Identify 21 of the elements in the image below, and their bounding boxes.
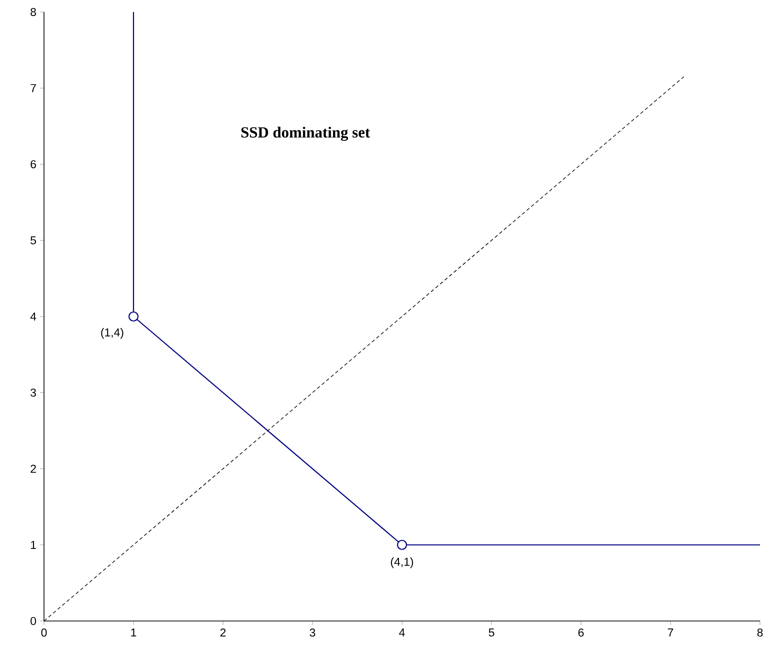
y-tick-label: 5 — [30, 236, 36, 244]
y-tick-label: 8 — [30, 8, 36, 16]
x-tick-label: 3 — [310, 628, 316, 637]
x-tick-label: 5 — [488, 628, 494, 637]
x-tick-label: 7 — [668, 628, 674, 636]
x-tick-label: 6 — [578, 628, 584, 637]
x-tick-label: 1 — [131, 628, 136, 636]
y-tick-label: 3 — [30, 388, 36, 397]
x-tick-label: 2 — [220, 628, 226, 637]
x-tick-label: 4 — [399, 628, 405, 636]
y-tick-label: 2 — [30, 464, 36, 473]
x-tick-label: 8 — [757, 628, 763, 637]
annotation: (1,4) — [101, 328, 124, 339]
y-tick-label: 7 — [30, 84, 36, 92]
y-tick-label: 0 — [30, 616, 36, 626]
text: SSD dominating set — [241, 126, 370, 141]
x-tick-label: 0 — [41, 628, 47, 637]
annotation: (4,1) — [390, 557, 414, 568]
y-tick-label: 1 — [30, 540, 36, 549]
y-tick-label: 4 — [30, 312, 36, 320]
y-tick-label: 6 — [30, 160, 36, 168]
